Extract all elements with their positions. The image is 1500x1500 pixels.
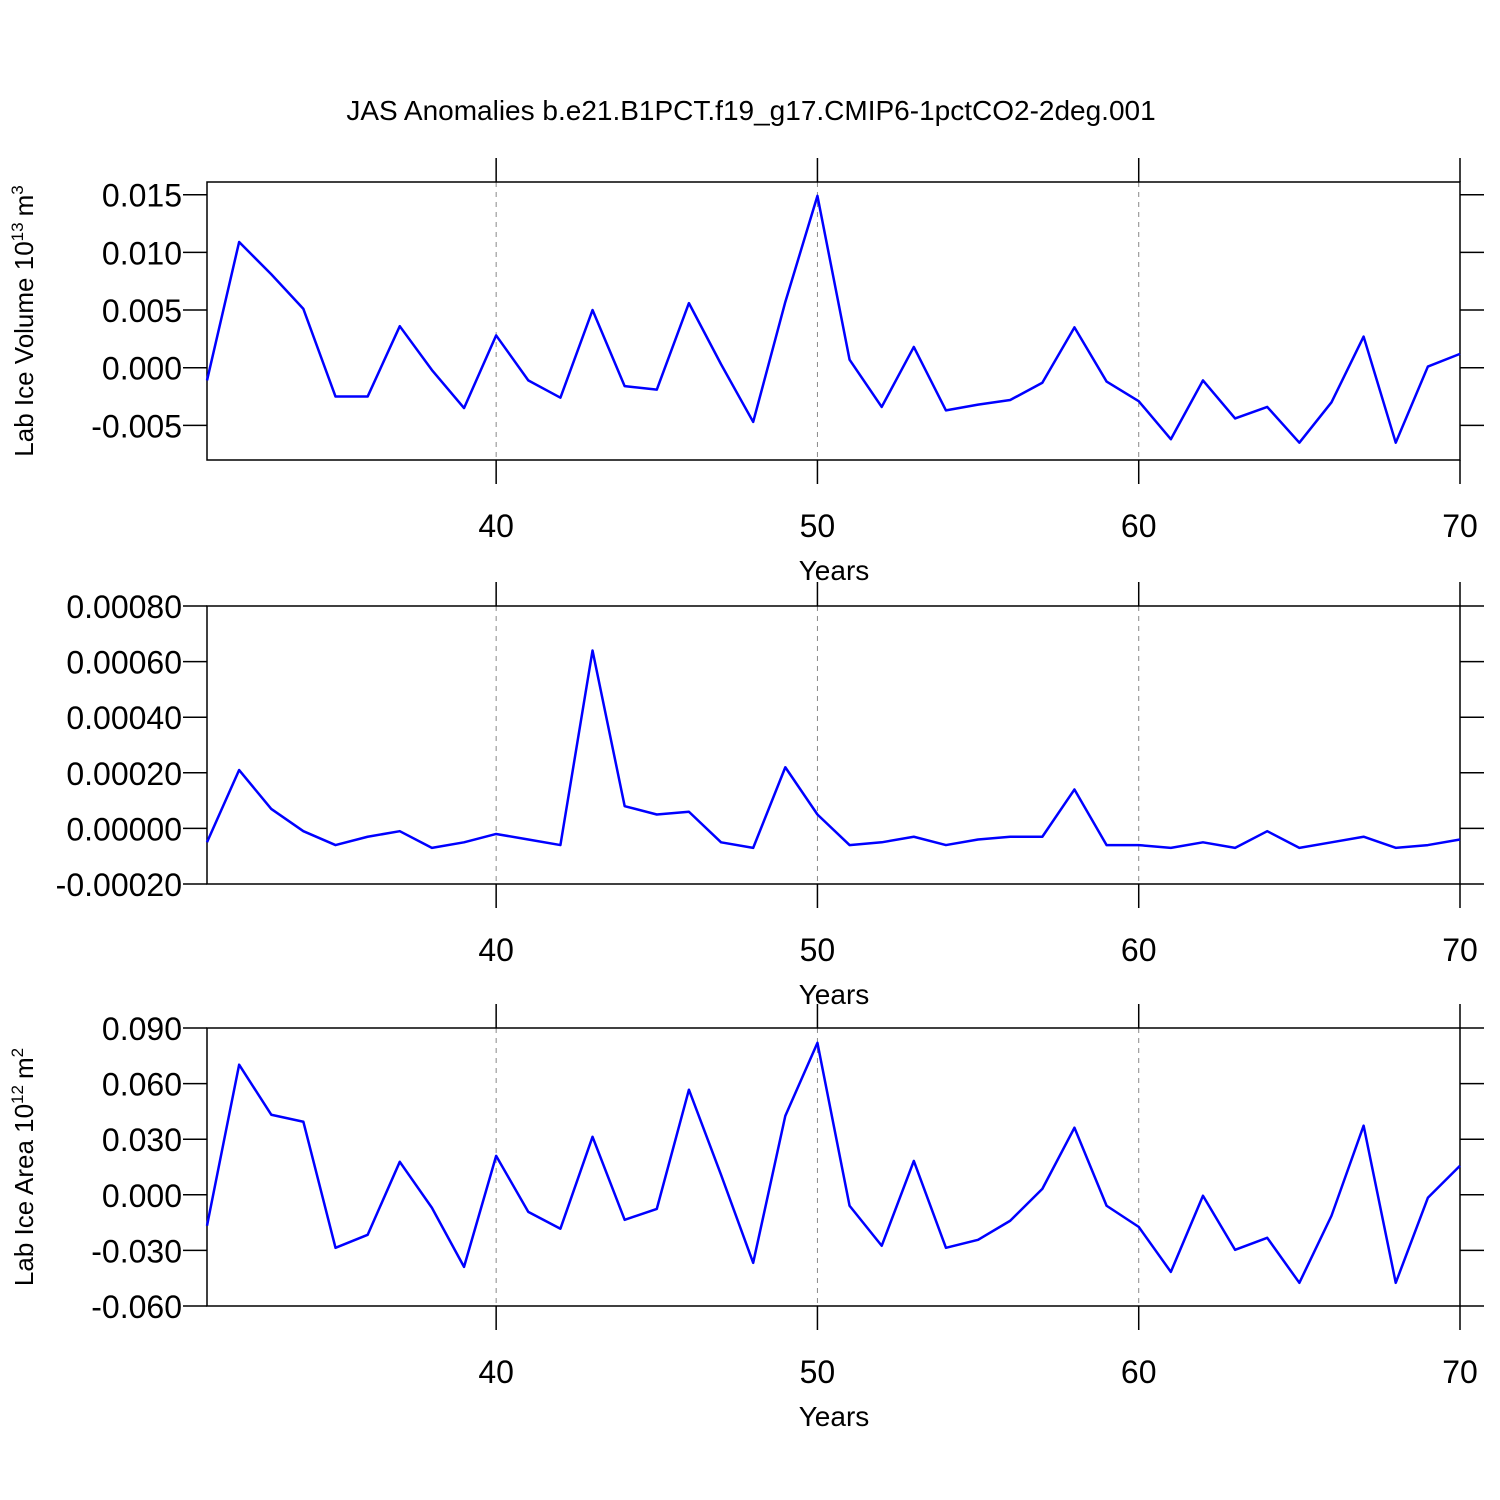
y-tick-label: 0.00000 [66, 811, 182, 847]
chart-title: JAS Anomalies b.e21.B1PCT.f19_g17.CMIP6-… [346, 95, 1155, 126]
x-tick-label: 60 [1121, 932, 1157, 968]
y-tick-label: 0.00060 [66, 645, 182, 681]
y-tick-label: -0.060 [91, 1289, 182, 1325]
plot-frame [206, 181, 1461, 461]
plot-frame [206, 1027, 1461, 1307]
y-tick-label: 0.00080 [66, 589, 182, 625]
x-tick-label: 50 [800, 932, 836, 968]
y-tick-label: 0.060 [102, 1067, 182, 1103]
x-tick-label: 70 [1442, 1354, 1478, 1390]
y-axis-label-unit-exponent: 2 [8, 1048, 27, 1057]
x-tick-label: 40 [478, 508, 514, 544]
x-axis-label: Years [799, 979, 870, 1010]
x-tick-label: 60 [1121, 1354, 1157, 1390]
y-axis-label: Lab Ice Area 1012 m2 [8, 1048, 39, 1286]
data-line [205, 649, 1461, 850]
y-tick-label: 0.000 [102, 351, 182, 387]
x-axis-label: Years [799, 1401, 870, 1432]
y-tick-label: 0.00040 [66, 700, 182, 736]
y-axis-label-text: Lab Snow Volume 10 [0, 650, 4, 896]
x-tick-label: 40 [478, 932, 514, 968]
y-tick-label: 0.010 [102, 235, 182, 271]
y-tick-label: 0.090 [102, 1011, 182, 1047]
y-axis-label: Lab Ice Volume 1013 m3 [8, 185, 39, 456]
y-axis-label-text: Lab Ice Area 10 [9, 1104, 39, 1286]
data-line [205, 1041, 1461, 1285]
x-tick-label: 70 [1442, 932, 1478, 968]
plot-frame [206, 605, 1461, 885]
x-tick-label: 60 [1121, 508, 1157, 544]
y-axis-label-exponent: 12 [8, 1085, 27, 1104]
y-axis-label-unit: m [9, 195, 39, 217]
x-tick-label: 70 [1442, 508, 1478, 544]
x-tick-label: 40 [478, 1354, 514, 1390]
y-tick-label: 0.00020 [66, 756, 182, 792]
y-axis-label-exponent: 13 [8, 222, 27, 241]
y-tick-label: 0.030 [102, 1122, 182, 1158]
x-tick-label: 50 [800, 1354, 836, 1390]
y-tick-label: -0.030 [91, 1233, 182, 1269]
y-tick-label: -0.00020 [56, 867, 182, 903]
data-line [205, 194, 1461, 444]
y-axis-label-text: Lab Ice Volume 10 [9, 241, 39, 456]
y-tick-label: -0.005 [91, 408, 182, 444]
y-tick-label: 0.015 [102, 178, 182, 214]
y-axis-label-unit: m [9, 1057, 39, 1079]
y-tick-label: 0.000 [102, 1178, 182, 1214]
y-axis-label-unit: m [0, 604, 4, 626]
y-axis-label: Lab Snow Volume 1013m3 [0, 594, 4, 896]
x-axis-label: Years [799, 555, 870, 586]
y-axis-label-unit-exponent: 3 [8, 185, 27, 194]
x-tick-label: 50 [800, 508, 836, 544]
y-tick-label: 0.005 [102, 293, 182, 329]
